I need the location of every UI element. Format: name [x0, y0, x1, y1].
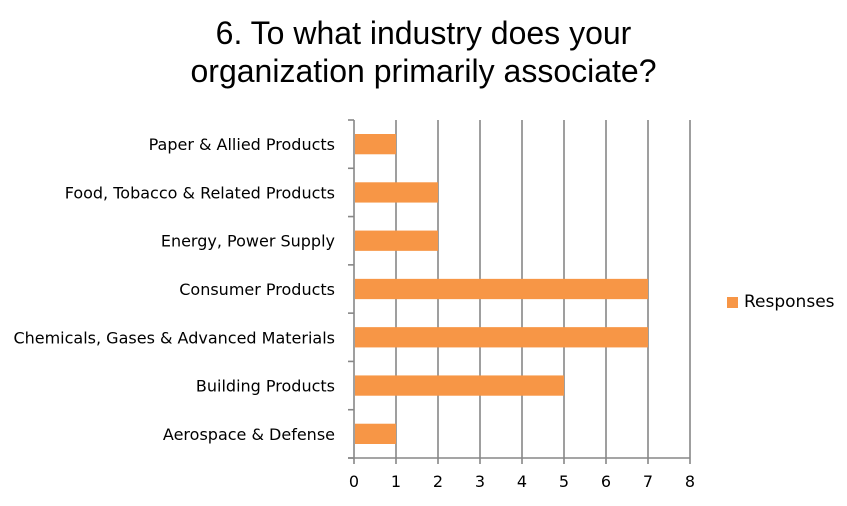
y-tick-label: Chemicals, Gases & Advanced Materials: [13, 328, 335, 347]
bar: [355, 230, 438, 251]
bar: [355, 182, 438, 203]
chart-title-line-1: 6. To what industry does your: [215, 15, 632, 51]
bar: [355, 375, 564, 396]
y-tick-label: Energy, Power Supply: [161, 232, 335, 251]
x-tick-label: 1: [391, 472, 401, 491]
chart-title: 6. To what industry does your organizati…: [0, 14, 847, 90]
chart-title-line-2: organization primarily associate?: [190, 53, 657, 89]
legend-label: Responses: [744, 292, 835, 312]
x-tick-label: 8: [685, 472, 695, 491]
bar: [355, 278, 648, 300]
x-tick-label: 0: [349, 472, 359, 491]
legend: Responses: [727, 292, 835, 312]
y-tick-label: Consumer Products: [179, 280, 335, 299]
y-tick-label: Aerospace & Defense: [163, 425, 335, 444]
legend-swatch: [727, 296, 738, 308]
x-tick-label: 3: [475, 472, 485, 491]
x-tick-label: 5: [559, 472, 569, 491]
x-tick-label: 7: [643, 472, 653, 491]
bar: [355, 423, 396, 444]
x-tick-label: 2: [433, 472, 443, 491]
x-tick-label: 4: [517, 472, 527, 491]
y-tick-label: Food, Tobacco & Related Products: [65, 183, 335, 202]
y-tick-label: Paper & Allied Products: [149, 135, 335, 154]
bar: [355, 327, 648, 348]
bar: [355, 134, 396, 155]
x-tick-label: 6: [601, 472, 611, 491]
y-tick-label: Building Products: [196, 377, 335, 396]
